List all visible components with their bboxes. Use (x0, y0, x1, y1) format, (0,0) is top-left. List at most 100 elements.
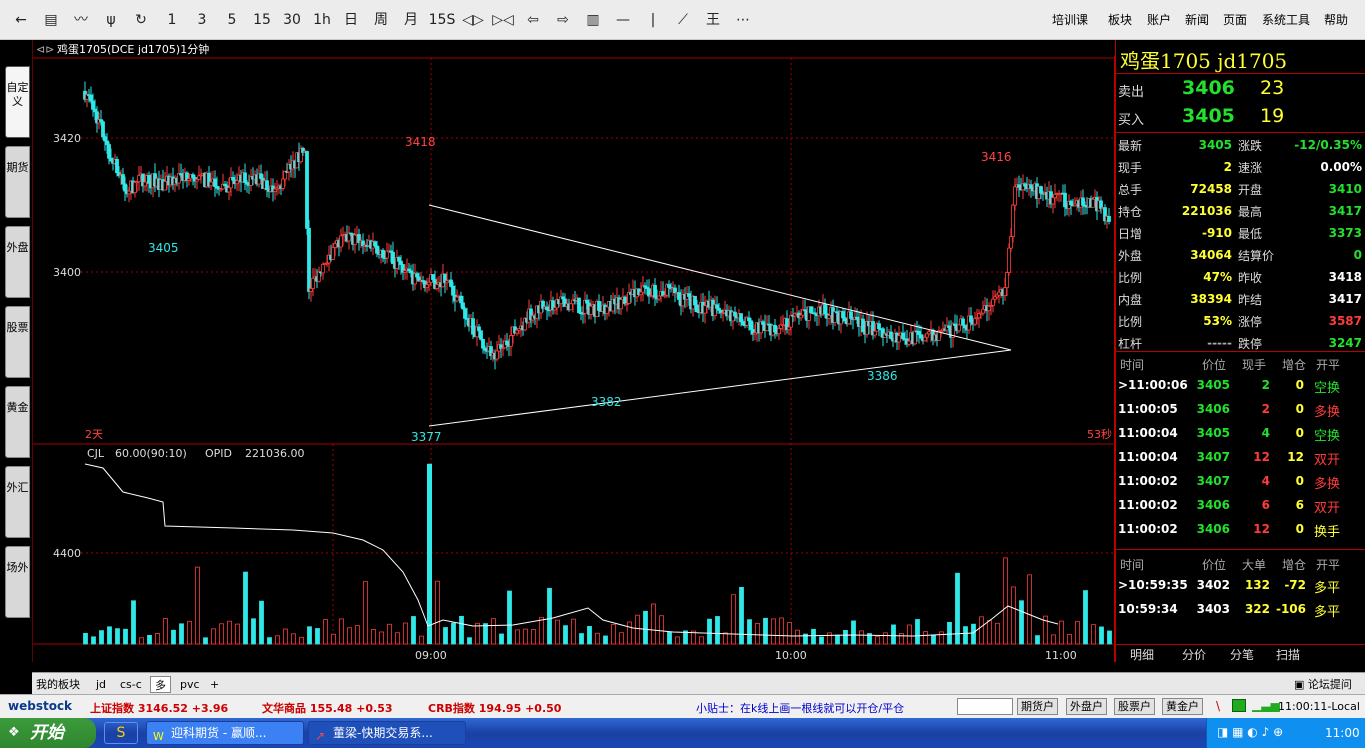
candle-body[interactable] (907, 340, 911, 345)
period-15m[interactable]: 15 (253, 12, 271, 28)
candle-body[interactable] (969, 315, 973, 323)
candle-body[interactable] (1069, 200, 1073, 206)
candle-body[interactable] (449, 279, 453, 287)
candle-body[interactable] (191, 174, 195, 178)
candle-body[interactable] (849, 311, 853, 319)
candle-body[interactable] (919, 334, 923, 339)
candle-body[interactable] (1091, 198, 1095, 208)
tick-row[interactable]: 11:00:02 3406 6 6 双开 (1116, 494, 1365, 516)
list-icon[interactable]: ▤ (44, 12, 58, 28)
menu-news[interactable]: 新闻 (1185, 13, 1210, 27)
candle-body[interactable] (569, 303, 573, 311)
gold-account-button[interactable]: 黄金户 (1162, 698, 1203, 715)
candle-body[interactable] (501, 347, 505, 350)
tick-row[interactable]: 11:00:04 3407 12 12 双开 (1116, 446, 1365, 468)
candle-body[interactable] (101, 121, 105, 138)
candle-body[interactable] (353, 234, 357, 245)
candle-body[interactable] (321, 263, 325, 274)
layout-icon[interactable]: ▥ (586, 12, 600, 28)
buy-price[interactable]: 3405 (1182, 105, 1235, 127)
hline-icon[interactable]: — (616, 12, 630, 28)
candle-body[interactable] (673, 287, 677, 294)
candle-body[interactable] (923, 336, 927, 342)
ticker-input[interactable] (957, 698, 1013, 715)
tab-add[interactable]: + (210, 678, 220, 691)
menu-page[interactable]: 页面 (1223, 13, 1248, 27)
candle-body[interactable] (957, 324, 961, 332)
candle-body[interactable] (1003, 287, 1007, 297)
candle-body[interactable] (463, 308, 467, 319)
candle-body[interactable] (605, 306, 609, 314)
candle-body[interactable] (739, 313, 743, 322)
big-order-row[interactable]: >10:59:35 3402 132 -72 多平 (1116, 574, 1365, 596)
candle-body[interactable] (1005, 272, 1009, 288)
candle-body[interactable] (333, 243, 337, 248)
zoom-in-icon[interactable]: ◁▷ (462, 12, 484, 28)
candle-body[interactable] (461, 302, 465, 310)
candle-body[interactable] (91, 100, 95, 110)
candle-body[interactable] (917, 331, 921, 336)
candle-body[interactable] (861, 318, 865, 333)
candle-body[interactable] (695, 304, 699, 313)
candle-body[interactable] (807, 306, 811, 321)
candle-body[interactable] (305, 151, 309, 229)
candle-body[interactable] (925, 333, 929, 338)
candle-body[interactable] (585, 299, 589, 304)
candle-body[interactable] (545, 306, 549, 311)
candle-body[interactable] (677, 292, 681, 300)
candle-body[interactable] (1011, 204, 1015, 237)
candle-body[interactable] (551, 300, 555, 311)
candle-body[interactable] (235, 180, 239, 185)
period-week[interactable]: 周 (374, 12, 388, 28)
stock-account-button[interactable]: 股票户 (1114, 698, 1155, 715)
candle-body[interactable] (981, 308, 985, 314)
candle-body[interactable] (1009, 236, 1013, 249)
candle-body[interactable] (901, 332, 905, 340)
candle-body[interactable] (385, 250, 389, 259)
period-1m[interactable]: 1 (167, 12, 177, 28)
candle-body[interactable] (523, 318, 527, 331)
candle-body[interactable] (479, 330, 483, 340)
candle-body[interactable] (121, 174, 125, 185)
candle-body[interactable] (877, 323, 881, 330)
candle-body[interactable] (827, 315, 831, 319)
candle-body[interactable] (107, 144, 111, 159)
menu-sector[interactable]: 板块 (1108, 13, 1133, 27)
candle-body[interactable] (435, 284, 439, 289)
candle-body[interactable] (749, 320, 753, 330)
candle-body[interactable] (717, 307, 721, 311)
tab-multi[interactable]: 多 (150, 676, 171, 693)
candle-body[interactable] (647, 288, 651, 297)
quote-tab-scan[interactable]: 扫描 (1276, 648, 1301, 662)
candle-body[interactable] (123, 183, 127, 192)
tray-icons[interactable]: ◨ ▦ ◐ ♪ ⊕ (1217, 725, 1284, 739)
start-button[interactable]: ❖ 开始 (0, 718, 96, 748)
tick-row[interactable]: 11:00:04 3405 4 0 空换 (1116, 422, 1365, 444)
back-arrow-icon[interactable]: ← (15, 12, 27, 28)
candle-body[interactable] (177, 173, 181, 184)
candle-body[interactable] (109, 157, 113, 162)
candle-body[interactable] (773, 324, 777, 333)
candle-body[interactable] (1013, 186, 1017, 206)
period-30m[interactable]: 30 (283, 12, 301, 28)
candle-body[interactable] (577, 297, 581, 314)
candle-body[interactable] (309, 288, 313, 292)
candle-body[interactable] (951, 323, 955, 338)
tab-my-sector[interactable]: 我的板块 (36, 678, 80, 691)
candle-body[interactable] (873, 330, 877, 336)
menu-account[interactable]: 账户 (1147, 13, 1172, 27)
side-tab-gold[interactable]: 黄金 (5, 386, 30, 458)
candle-body[interactable] (813, 312, 817, 315)
candle-body[interactable] (105, 140, 109, 145)
candle-body[interactable] (1081, 197, 1085, 206)
candle-body[interactable] (987, 305, 991, 312)
candle-body[interactable] (747, 317, 751, 322)
quicklaunch-icon[interactable]: S (104, 722, 138, 744)
tab-cs-c[interactable]: cs-c (120, 678, 142, 691)
candle-body[interactable] (1039, 186, 1043, 194)
candle-body[interactable] (897, 335, 901, 343)
candle-body[interactable] (265, 180, 269, 191)
candle-body[interactable] (715, 304, 719, 309)
candle-body[interactable] (221, 183, 225, 190)
candle-body[interactable] (243, 172, 247, 183)
